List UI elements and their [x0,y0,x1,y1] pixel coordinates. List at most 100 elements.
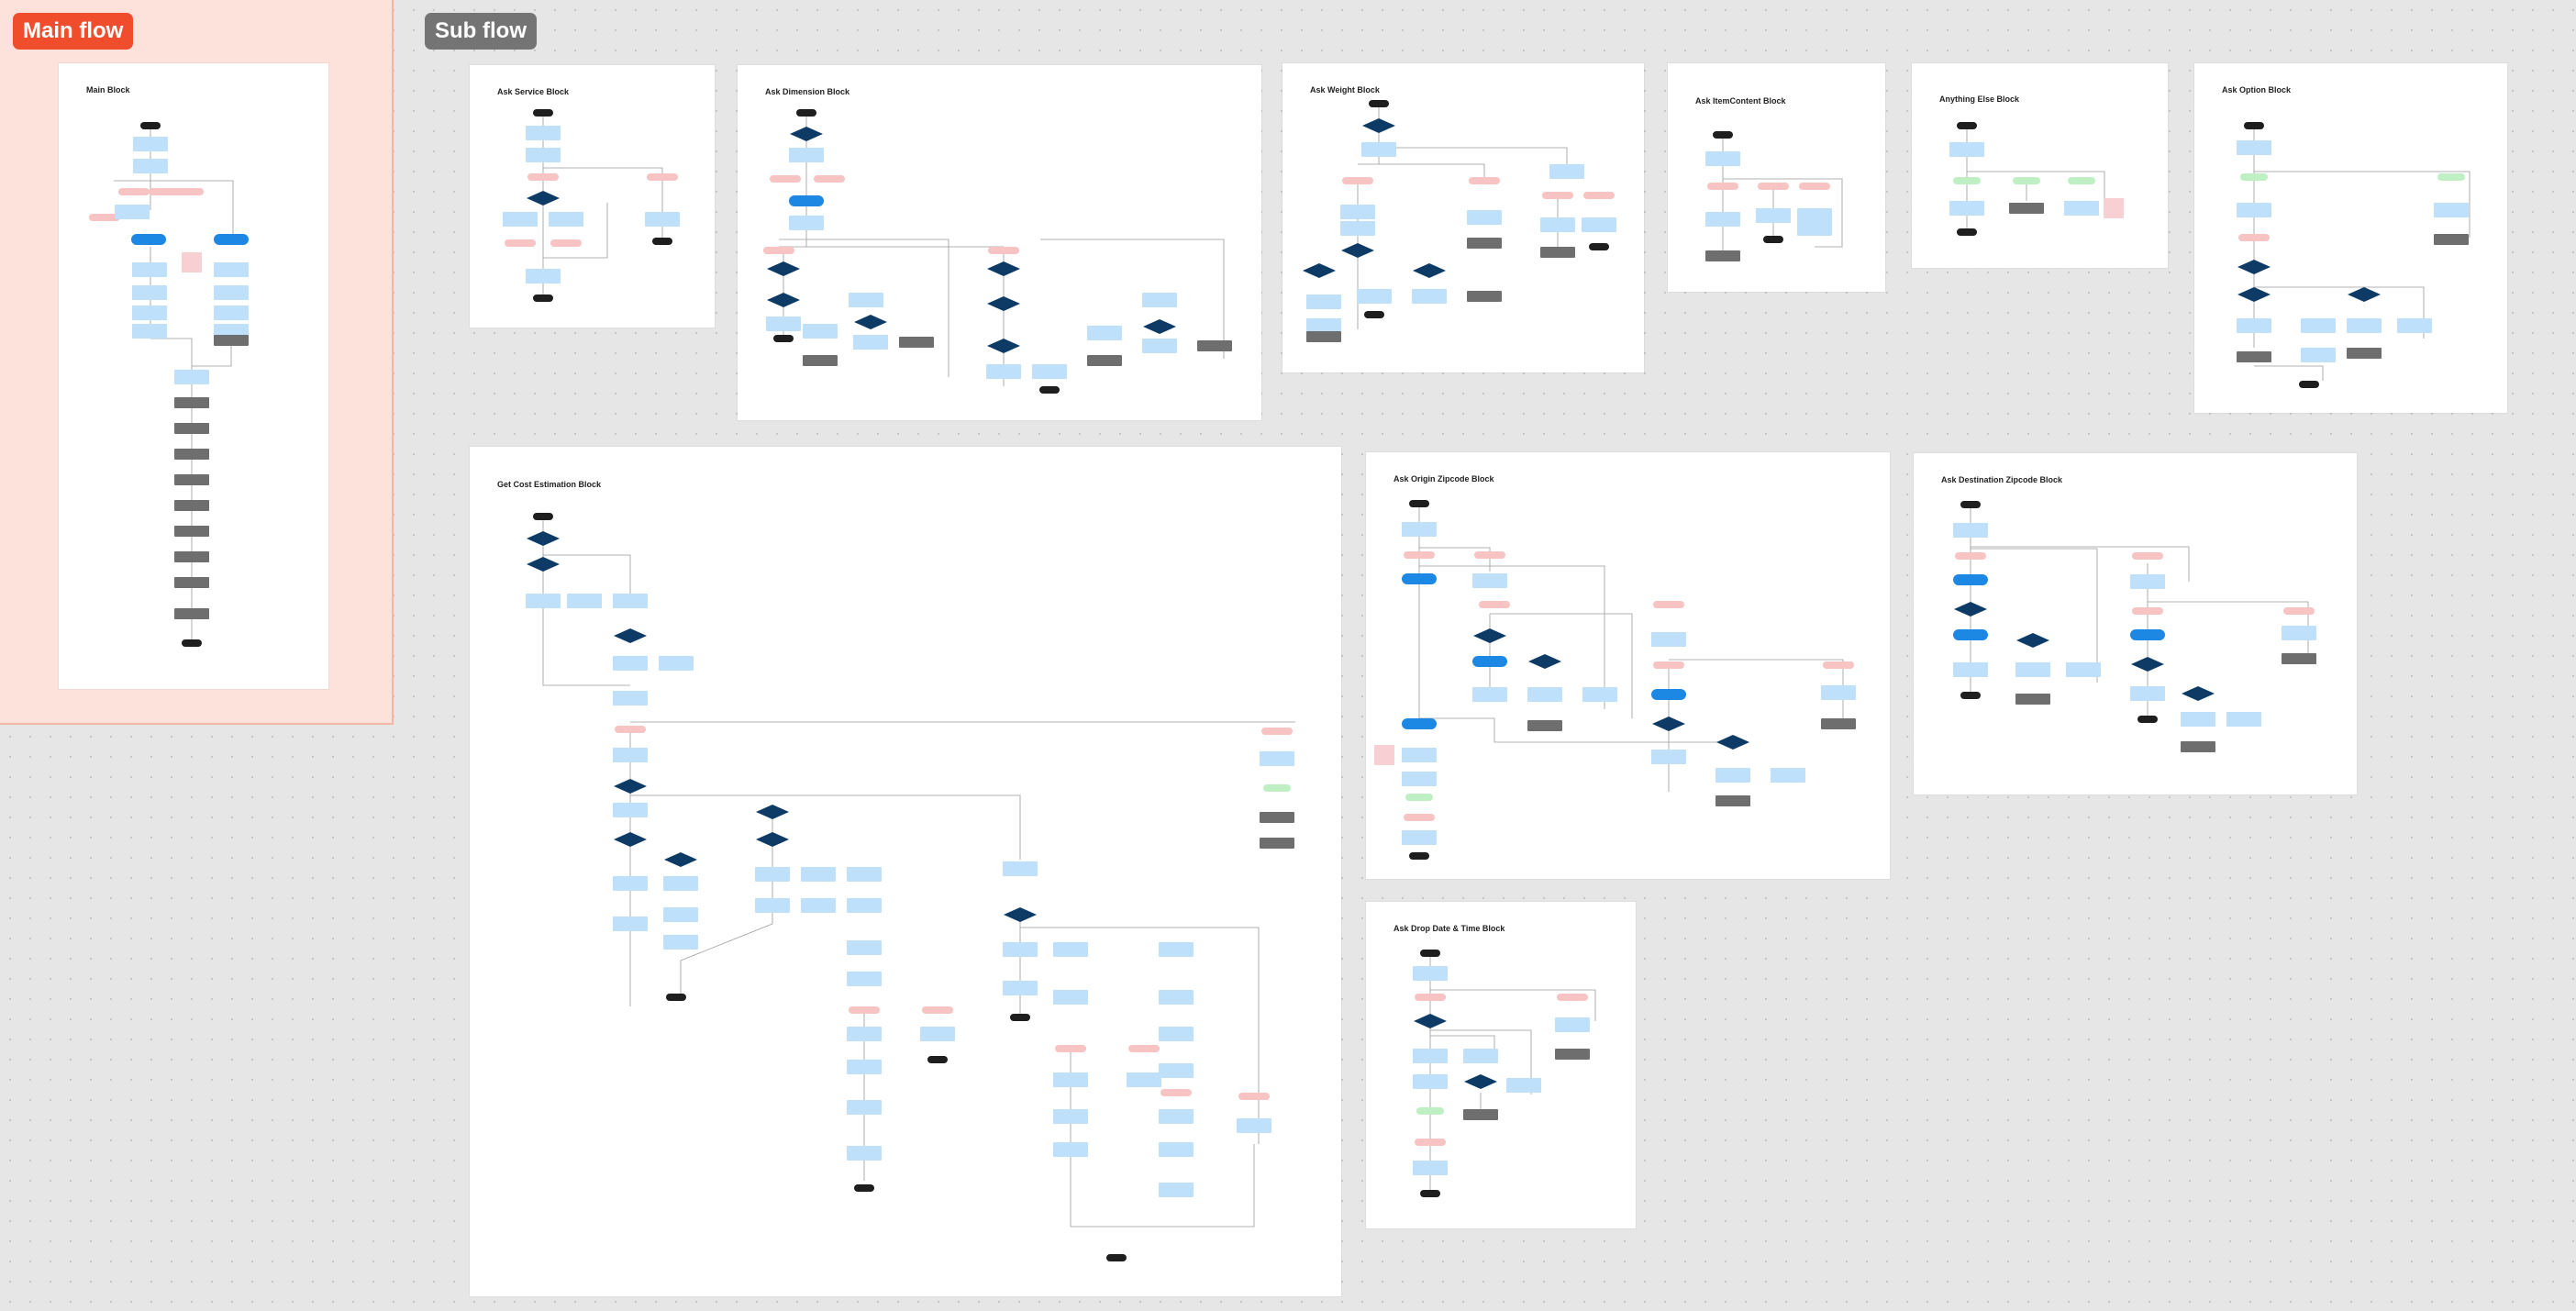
process-node[interactable] [1306,318,1341,333]
condition-node[interactable] [615,726,646,733]
process-node[interactable] [2237,140,2271,155]
terminal-block-node[interactable] [899,337,934,348]
condition-node[interactable] [89,214,120,221]
process-node[interactable] [2226,712,2261,727]
process-node[interactable] [853,335,888,350]
process-node[interactable] [549,212,583,227]
start-end-node[interactable] [796,109,816,117]
condition-node[interactable] [1799,183,1830,190]
process-node[interactable] [789,148,824,162]
condition-node[interactable] [2132,607,2163,615]
frame-ask-weight-block[interactable]: Ask Weight Block [1282,63,1644,372]
process-node[interactable] [132,324,167,339]
process-node[interactable] [1582,217,1616,232]
process-node[interactable] [174,370,209,384]
condition-node[interactable] [1261,728,1293,735]
start-end-node[interactable] [1960,692,1981,699]
process-node[interactable] [1797,208,1832,223]
decision-node[interactable] [790,127,823,141]
condition-node[interactable] [1160,1089,1192,1096]
process-node[interactable] [766,317,801,331]
process-node[interactable] [847,1027,882,1041]
start-end-node[interactable] [1364,311,1384,318]
decision-node[interactable] [2237,287,2271,302]
frame-ask-origin-zipcode-block[interactable]: Ask Origin Zipcode Block [1366,452,1890,879]
decision-node[interactable] [1652,717,1685,731]
decision-node[interactable] [1954,602,1987,617]
start-end-node[interactable] [1960,501,1981,508]
process-node[interactable] [133,159,168,173]
terminal-block-node[interactable] [1705,250,1740,261]
decision-node[interactable] [756,805,789,819]
condition-node[interactable] [2132,552,2163,560]
option-node[interactable] [2013,177,2040,184]
frame-ask-drop-date-time-block[interactable]: Ask Drop Date & Time Block [1366,902,1636,1228]
option-node[interactable] [2068,177,2095,184]
condition-node[interactable] [770,175,801,183]
decision-node[interactable] [1004,907,1037,922]
process-node[interactable] [1540,217,1575,232]
process-node[interactable] [1463,1049,1498,1063]
process-node[interactable] [1413,966,1448,981]
decision-node[interactable] [1362,118,1395,133]
process-node[interactable] [663,907,698,922]
terminal-block-node[interactable] [1540,247,1575,258]
condition-node[interactable] [849,1006,880,1014]
process-node[interactable] [1705,212,1740,227]
process-node[interactable] [801,898,836,913]
decision-node[interactable] [1716,735,1749,750]
terminal-block-node[interactable] [803,355,838,366]
process-node[interactable] [1953,662,1988,677]
condition-node[interactable] [1707,183,1738,190]
process-node[interactable] [214,306,249,320]
condition-node[interactable] [988,247,1019,254]
condition-node[interactable] [1583,192,1615,199]
option-node[interactable] [1405,794,1433,801]
process-node[interactable] [1402,522,1437,537]
process-node[interactable] [1756,208,1791,223]
frame-ask-service-block[interactable]: Ask Service Block [470,65,715,328]
start-end-node[interactable] [854,1184,874,1192]
decision-node[interactable] [1473,628,1506,643]
action-node[interactable] [1472,656,1507,667]
condition-node[interactable] [550,239,582,247]
condition-node[interactable] [1474,551,1505,559]
process-node[interactable] [613,803,648,817]
process-node[interactable] [1260,751,1294,766]
process-node[interactable] [526,269,561,283]
process-node[interactable] [1306,294,1341,309]
process-node[interactable] [1413,1161,1448,1175]
process-node[interactable] [526,148,561,162]
process-node[interactable] [1555,1017,1590,1032]
condition-node[interactable] [1415,994,1446,1001]
start-end-node[interactable] [533,294,553,302]
decision-node[interactable] [664,852,697,867]
condition-node[interactable] [1404,814,1435,821]
condition-node[interactable] [1404,551,1435,559]
start-end-node[interactable] [533,109,553,117]
condition-node[interactable] [763,247,794,254]
condition-node[interactable] [1128,1045,1160,1052]
process-node[interactable] [1003,861,1038,876]
note-node[interactable] [182,252,202,272]
process-node[interactable] [1472,687,1507,702]
terminal-block-node[interactable] [174,500,209,511]
process-node[interactable] [2181,712,2215,727]
process-node[interactable] [789,216,824,230]
terminal-block-node[interactable] [1467,238,1502,249]
action-node[interactable] [2130,629,2165,640]
process-node[interactable] [663,876,698,891]
decision-node[interactable] [1413,263,1446,278]
process-node[interactable] [1413,1049,1448,1063]
frame-ask-option-block[interactable]: Ask Option Block [2194,63,2507,413]
condition-node[interactable] [922,1006,953,1014]
start-end-node[interactable] [2299,381,2319,388]
process-node[interactable] [1361,142,1396,157]
process-node[interactable] [613,748,648,762]
start-end-node[interactable] [1420,950,1440,957]
process-node[interactable] [1949,201,1984,216]
condition-node[interactable] [2238,234,2270,241]
option-node[interactable] [2437,173,2465,181]
action-node[interactable] [1651,689,1686,700]
start-end-node[interactable] [140,122,161,129]
